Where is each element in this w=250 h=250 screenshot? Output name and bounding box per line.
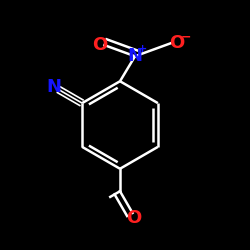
Text: −: − xyxy=(180,30,191,44)
Text: O: O xyxy=(92,36,107,54)
Text: N: N xyxy=(46,78,61,96)
Text: O: O xyxy=(126,210,142,228)
Text: N: N xyxy=(128,47,142,65)
Text: +: + xyxy=(138,44,147,54)
Text: O: O xyxy=(170,34,185,52)
